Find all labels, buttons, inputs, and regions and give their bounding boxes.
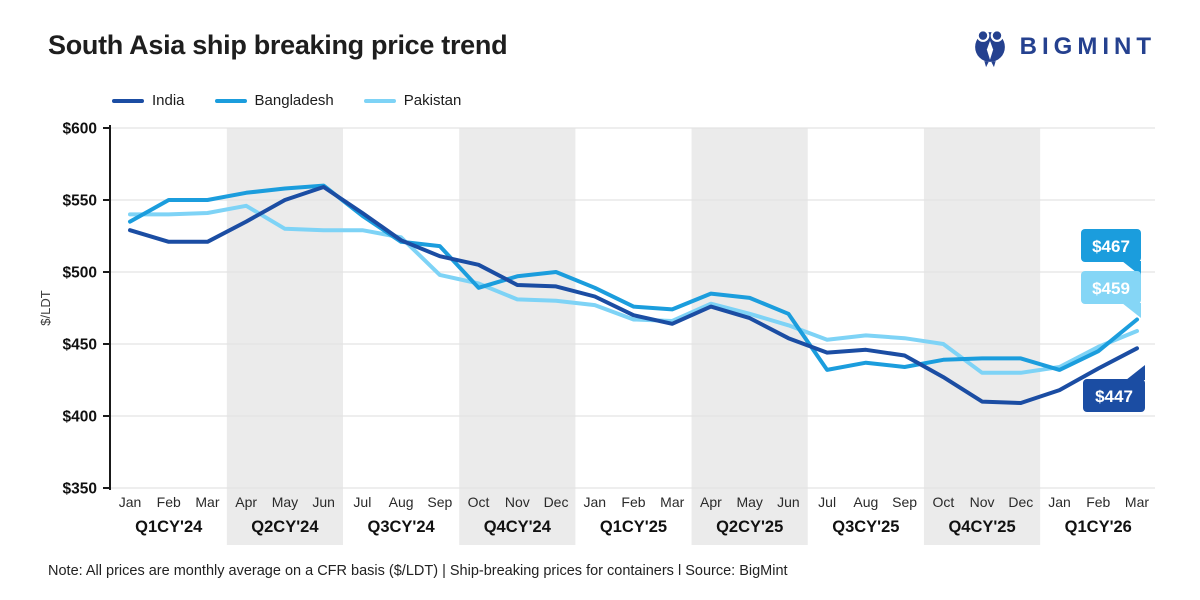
legend-item-bangladesh: Bangladesh [214,92,334,109]
bigmint-logo-text: BIGMINT [1019,33,1156,60]
legend-label: India [152,92,185,109]
legend-item-india: India [112,92,185,109]
legend-label: Pakistan [403,92,462,109]
end-label-value-india: $447 [1095,387,1133,406]
x-tick-label: Feb [1086,494,1110,510]
x-tick-label: Sep [427,494,452,510]
x-tick-label: Dec [544,494,569,510]
end-label-badge-india [1083,379,1145,412]
chart-legend: India Bangladesh Pakistan [112,92,461,109]
quarter-label: Q1CY'25 [600,518,667,536]
bigmint-logo: BIGMINT [969,26,1156,68]
quarter-band-Q4CY'25 [923,128,1041,545]
bigmint-logo-icon [974,29,1005,68]
series-line-pakistan [128,203,1139,375]
x-tick-label: Oct [932,494,954,510]
x-tick-label: Jan [583,494,606,510]
x-tick-label: May [736,494,762,510]
legend-swatch-pakistan [363,98,396,103]
quarter-label: Q2CY'24 [251,518,319,536]
quarter-label: Q4CY'25 [948,518,1015,536]
x-tick-label: Mar [1125,494,1149,510]
series-line-bangladesh [128,183,1139,372]
x-tick-label: Feb [157,494,181,510]
legend-label: Bangladesh [254,92,334,109]
x-tick-label: Sep [892,494,917,510]
end-label-badge-bangladesh [1081,229,1141,262]
x-tick-label: Jan [119,494,142,510]
legend-item-pakistan: Pakistan [363,92,462,109]
quarter-label: Q2CY'25 [716,518,783,536]
end-label-value-pakistan: $459 [1092,279,1130,298]
quarter-label: Q1CY'24 [135,518,203,536]
x-tick-label: Aug [389,494,414,510]
page-title: South Asia ship breaking price trend [48,30,508,60]
quarter-label: Q3CY'25 [832,518,899,536]
x-tick-label: Nov [505,494,530,510]
end-label-badge-pakistan [1081,271,1141,304]
y-tick-label: $500 [63,265,97,282]
end-label-tail-pakistan [1122,303,1141,318]
y-axis-title: $/LDT [38,290,53,325]
y-tick-label: $450 [63,337,97,354]
x-tick-label: Jun [777,494,800,510]
quarter-band-Q2CY'24 [226,128,344,545]
x-tick-label: Aug [853,494,878,510]
footnote: Note: All prices are monthly average on … [48,563,788,579]
x-tick-label: Jul [353,494,371,510]
quarter-label: Q3CY'24 [368,518,436,536]
series-line-india [128,185,1139,405]
x-tick-label: Dec [1008,494,1033,510]
x-tick-label: Jul [818,494,836,510]
x-tick-label: Apr [235,494,257,510]
legend-swatch-india [112,98,144,103]
quarter-label: Q1CY'26 [1065,518,1132,536]
x-tick-label: Apr [700,494,722,510]
x-tick-label: Jun [312,494,335,510]
x-tick-label: May [272,494,298,510]
x-tick-label: Jan [1048,494,1071,510]
x-tick-label: Feb [621,494,645,510]
legend-swatch-bangladesh [214,98,247,103]
y-tick-label: $400 [63,409,97,426]
x-tick-label: Mar [195,494,219,510]
x-tick-label: Nov [970,494,995,510]
y-tick-label: $550 [63,193,97,210]
x-tick-label: Oct [468,494,490,510]
quarter-label: Q4CY'24 [484,518,552,536]
end-label-value-bangladesh: $467 [1092,237,1130,256]
quarter-band-Q4CY'24 [459,128,576,545]
y-tick-label: $350 [63,481,97,498]
y-tick-label: $600 [63,121,97,138]
x-tick-label: Mar [660,494,684,510]
end-label-tail-india [1126,365,1145,380]
quarter-band-Q2CY'25 [691,128,808,545]
